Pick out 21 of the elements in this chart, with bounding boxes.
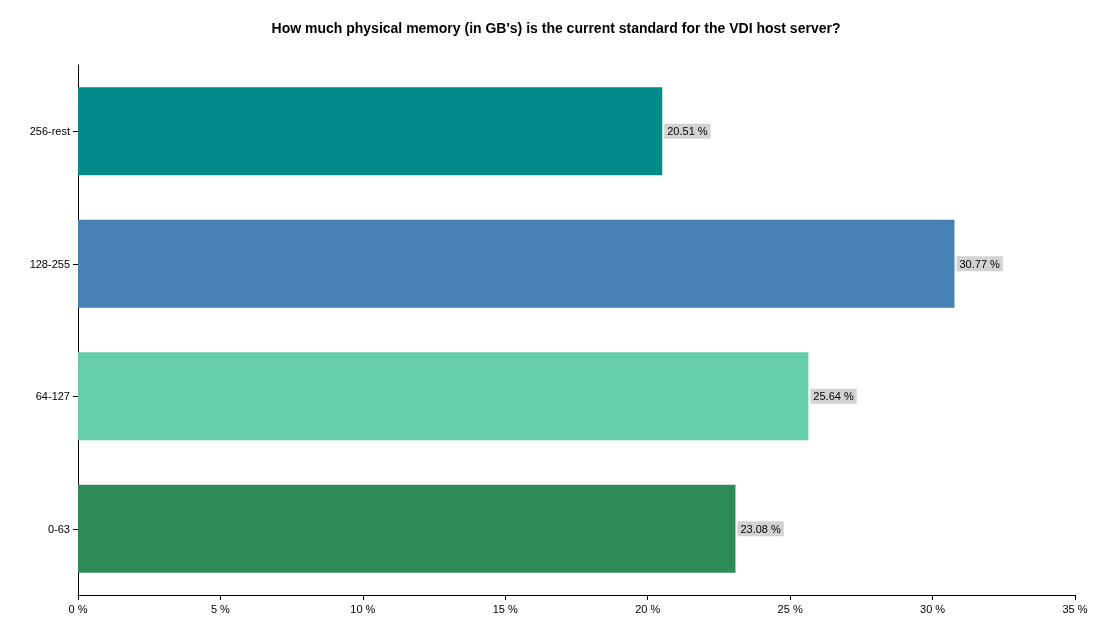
bar	[78, 87, 663, 176]
data-label: 25.64 %	[813, 390, 854, 403]
x-tick-label: 20 %	[635, 602, 661, 615]
x-tick-label: 30 %	[920, 602, 946, 615]
y-tick-label: 64-127	[35, 390, 70, 403]
x-tick-label: 5 %	[210, 602, 231, 615]
x-tick-label: 0 %	[68, 602, 88, 615]
x-tick-label: 10 %	[350, 602, 376, 615]
data-label: 20.51 %	[667, 125, 708, 138]
bar	[78, 219, 955, 308]
x-tick-label: 35 %	[1062, 602, 1088, 615]
bar	[78, 352, 809, 441]
chart-title: How much physical memory (in GB's) is the current standard for the VDI host server?	[271, 20, 841, 36]
x-tick-label: 15 %	[492, 602, 519, 615]
x-tick-label: 25 %	[777, 602, 803, 615]
data-label: 23.08 %	[740, 522, 782, 535]
y-tick-label: 256-rest	[29, 125, 70, 138]
y-tick-label: 0-63	[47, 522, 70, 535]
y-tick-label: 128-255	[29, 257, 70, 270]
data-label: 30.77 %	[959, 257, 1001, 270]
bar	[78, 484, 736, 573]
